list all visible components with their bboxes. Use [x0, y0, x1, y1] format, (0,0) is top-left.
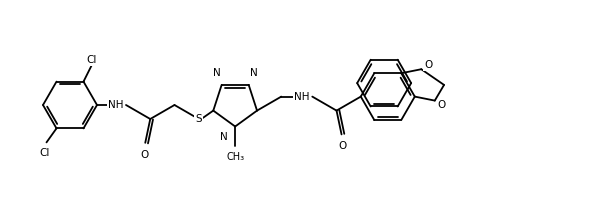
- Text: N: N: [213, 68, 221, 78]
- Text: N: N: [250, 68, 258, 78]
- Text: O: O: [424, 60, 432, 70]
- Text: S: S: [195, 114, 202, 124]
- Text: O: O: [339, 141, 347, 151]
- Text: N: N: [221, 132, 228, 142]
- Text: O: O: [140, 150, 148, 160]
- Text: CH₃: CH₃: [226, 152, 244, 162]
- Text: NH: NH: [294, 92, 309, 102]
- Text: O: O: [438, 100, 446, 110]
- Text: NH: NH: [108, 100, 124, 110]
- Text: Cl: Cl: [86, 55, 97, 65]
- Text: Cl: Cl: [40, 148, 50, 158]
